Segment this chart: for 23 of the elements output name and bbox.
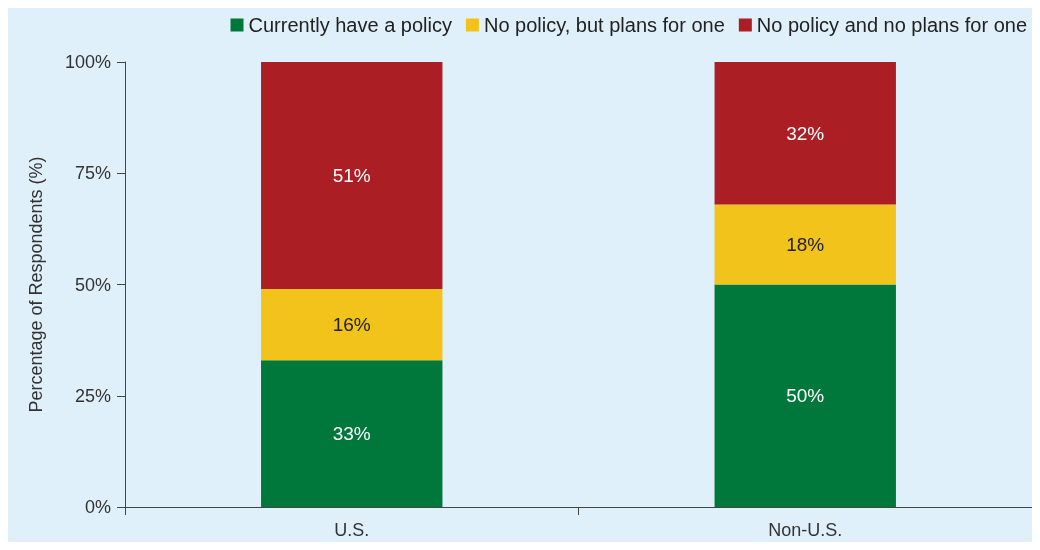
y-tick-label: 25% bbox=[74, 385, 111, 406]
data-label: 18% bbox=[786, 233, 825, 255]
bar bbox=[714, 284, 896, 507]
bar bbox=[714, 62, 896, 205]
legend-label: Currently have a policy bbox=[248, 14, 452, 36]
x-tick-label: U.S. bbox=[334, 520, 370, 540]
x-tick-label: Non-U.S. bbox=[768, 520, 843, 540]
data-label: 50% bbox=[786, 385, 825, 407]
data-label: 51% bbox=[332, 164, 371, 186]
data-label: 32% bbox=[786, 122, 825, 144]
bar bbox=[714, 204, 896, 285]
y-tick-label: 75% bbox=[74, 163, 111, 184]
legend-label: No policy, but plans for one bbox=[483, 14, 725, 36]
y-tick-label: 50% bbox=[74, 274, 111, 295]
y-axis-title: Percentage of Respondents (%) bbox=[26, 156, 46, 413]
data-label: 33% bbox=[332, 423, 371, 445]
data-label: 16% bbox=[332, 314, 371, 336]
bar bbox=[261, 288, 443, 361]
legend-label: No policy and no plans for one bbox=[756, 14, 1028, 36]
bar bbox=[261, 360, 443, 507]
y-tick-label: 0% bbox=[84, 497, 111, 517]
y-tick-label: 100% bbox=[64, 52, 111, 72]
bar bbox=[261, 62, 443, 289]
